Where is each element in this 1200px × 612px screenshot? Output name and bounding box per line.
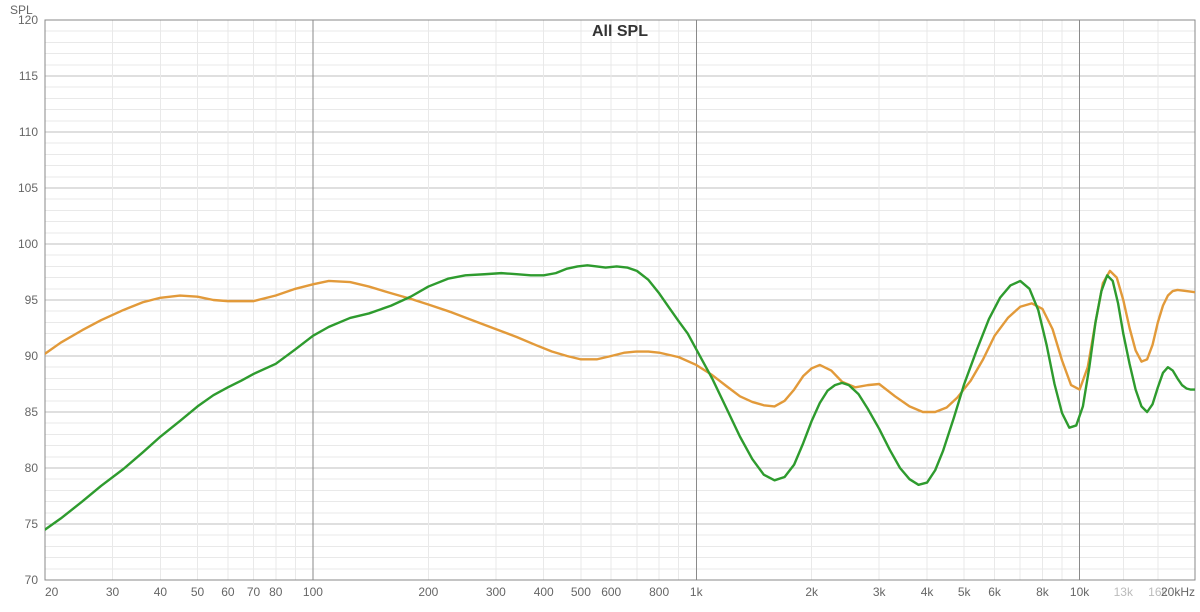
- x-tick-label: 3k: [873, 585, 887, 599]
- x-tick-label: 2k: [805, 585, 819, 599]
- y-tick-label: 100: [18, 237, 38, 251]
- y-tick-label: 90: [25, 349, 39, 363]
- x-tick-label: 5k: [958, 585, 972, 599]
- x-tick-label: 6k: [988, 585, 1002, 599]
- x-tick-label: 100: [303, 585, 323, 599]
- x-tick-label: 20kHz: [1161, 585, 1195, 599]
- x-tick-label: 13k: [1114, 585, 1134, 599]
- y-tick-label: 70: [25, 573, 39, 587]
- spl-chart: 707580859095100105110115120SPL2030405060…: [0, 0, 1200, 612]
- x-tick-label: 10k: [1070, 585, 1090, 599]
- x-tick-label: 70: [247, 585, 261, 599]
- x-tick-label: 40: [154, 585, 168, 599]
- x-tick-label: 20: [45, 585, 59, 599]
- x-tick-label: 60: [221, 585, 235, 599]
- chart-title: All SPL: [592, 23, 648, 40]
- x-tick-label: 80: [269, 585, 283, 599]
- x-tick-label: 1k: [690, 585, 704, 599]
- y-tick-label: 85: [25, 405, 39, 419]
- x-tick-label: 4k: [921, 585, 935, 599]
- y-tick-label: 95: [25, 293, 39, 307]
- y-axis-label: SPL: [10, 3, 33, 17]
- x-tick-label: 500: [571, 585, 591, 599]
- y-tick-label: 105: [18, 181, 38, 195]
- x-tick-label: 200: [418, 585, 438, 599]
- x-tick-label: 30: [106, 585, 120, 599]
- x-tick-label: 400: [534, 585, 554, 599]
- x-tick-label: 50: [191, 585, 205, 599]
- y-tick-label: 75: [25, 517, 39, 531]
- chart-svg: 707580859095100105110115120SPL2030405060…: [0, 0, 1200, 612]
- y-tick-label: 80: [25, 461, 39, 475]
- x-tick-label: 8k: [1036, 585, 1050, 599]
- x-tick-label: 800: [649, 585, 669, 599]
- x-tick-label: 600: [601, 585, 621, 599]
- x-tick-label: 300: [486, 585, 506, 599]
- y-tick-label: 110: [19, 125, 38, 139]
- y-tick-label: 115: [19, 69, 38, 83]
